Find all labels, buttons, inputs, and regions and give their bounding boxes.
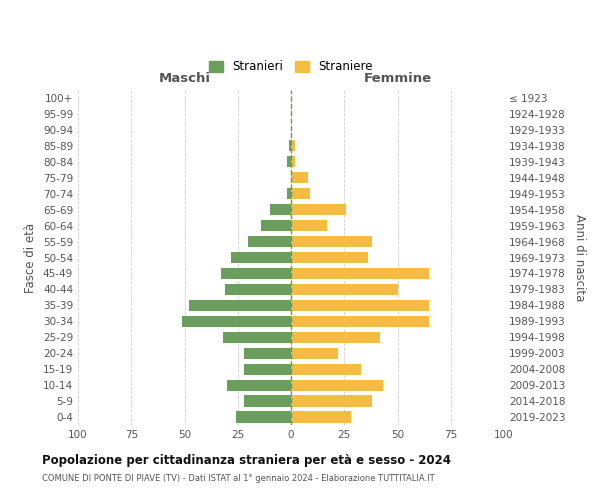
Bar	[291, 140, 295, 151]
Bar	[244, 348, 291, 359]
Bar	[182, 316, 291, 327]
Bar	[289, 140, 291, 151]
Bar	[291, 412, 350, 422]
Bar	[287, 188, 291, 200]
Bar	[291, 380, 383, 390]
Bar	[291, 172, 308, 184]
Bar	[291, 204, 346, 215]
Bar	[244, 396, 291, 406]
Bar	[291, 348, 338, 359]
Legend: Stranieri, Straniere: Stranieri, Straniere	[204, 56, 378, 78]
Bar	[225, 284, 291, 295]
Text: Popolazione per cittadinanza straniera per età e sesso - 2024: Popolazione per cittadinanza straniera p…	[42, 454, 451, 467]
Bar	[232, 252, 291, 263]
Bar	[227, 380, 291, 390]
Bar	[261, 220, 291, 231]
Bar	[248, 236, 291, 247]
Text: COMUNE DI PONTE DI PIAVE (TV) - Dati ISTAT al 1° gennaio 2024 - Elaborazione TUT: COMUNE DI PONTE DI PIAVE (TV) - Dati IST…	[42, 474, 434, 483]
Text: Femmine: Femmine	[364, 72, 431, 85]
Bar	[291, 316, 430, 327]
Bar	[291, 156, 295, 168]
Bar	[221, 268, 291, 279]
Y-axis label: Anni di nascita: Anni di nascita	[572, 214, 586, 301]
Bar	[189, 300, 291, 311]
Bar	[291, 396, 372, 406]
Bar	[291, 188, 310, 200]
Bar	[244, 364, 291, 375]
Bar	[223, 332, 291, 343]
Bar	[291, 268, 430, 279]
Bar	[291, 236, 372, 247]
Bar	[287, 156, 291, 168]
Bar	[291, 364, 361, 375]
Bar	[291, 220, 327, 231]
Bar	[291, 300, 430, 311]
Text: Maschi: Maschi	[158, 72, 211, 85]
Y-axis label: Fasce di età: Fasce di età	[25, 222, 37, 292]
Bar	[236, 412, 291, 422]
Bar	[270, 204, 291, 215]
Bar	[291, 332, 380, 343]
Bar	[291, 252, 368, 263]
Bar	[291, 284, 398, 295]
